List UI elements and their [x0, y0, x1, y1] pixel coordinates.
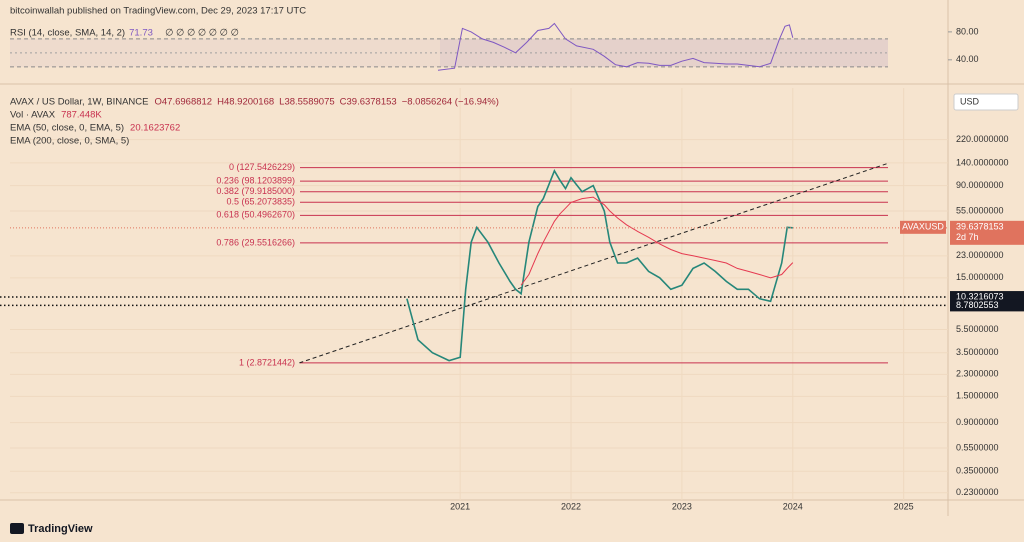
fib-label: 0.382 (79.9185000) — [216, 186, 295, 196]
indicator-title: RSI (14, close, SMA, 14, 2) — [10, 28, 125, 39]
y-tick-label: 2.3000000 — [956, 369, 999, 379]
y-tick-label: 15.0000000 — [956, 272, 1004, 282]
indicator-placeholders: ∅ ∅ ∅ ∅ ∅ ∅ ∅ — [165, 28, 239, 39]
legend-volume-value: 787.448K — [61, 110, 102, 121]
trendline — [299, 163, 888, 364]
price-label: 39.6378153 — [956, 222, 1004, 232]
y-tick-label: 1.5000000 — [956, 391, 999, 401]
fib-label: 1 (2.8721442) — [239, 357, 295, 367]
y-tick-label: 0.2300000 — [956, 487, 999, 497]
y-tick-label: 55.0000000 — [956, 205, 1004, 215]
fib-label: 0.618 (50.4962670) — [216, 210, 295, 220]
fib-label: 0.786 (29.5516266) — [216, 237, 295, 247]
logo — [10, 523, 24, 534]
x-tick-label: 2023 — [672, 501, 692, 511]
x-tick-label: 2025 — [894, 501, 914, 511]
level-tag — [950, 299, 1024, 312]
y-tick-label: 140.0000000 — [956, 157, 1009, 167]
legend-ema50-value: 20.1623762 — [130, 123, 180, 134]
fib-label: 0.236 (98.1203899) — [216, 176, 295, 186]
footer — [0, 516, 1024, 542]
y-tick-label: 3.5000000 — [956, 347, 999, 357]
symbol-label: AVAXUSD — [902, 222, 944, 232]
y-tick-label: 0.3500000 — [956, 466, 999, 476]
legend-ema200: EMA (200, close, 0, SMA, 5) — [10, 136, 129, 147]
y-tick-label: 5.5000000 — [956, 324, 999, 334]
ema-line — [520, 196, 794, 286]
legend-ohlc: O47.6968812 — [155, 97, 213, 108]
countdown: 2d 7h — [956, 232, 979, 242]
legend-ohlc: L38.5589075 — [279, 97, 334, 108]
price-tag — [950, 220, 1024, 245]
y-tick-label: 23.0000000 — [956, 250, 1004, 260]
legend-ohlc: H48.9200168 — [217, 97, 274, 108]
y-tick-label: 40.00 — [956, 54, 979, 64]
y-tick-label: 220.0000000 — [956, 134, 1009, 144]
rsi-line — [437, 22, 794, 71]
legend-ema50: EMA (50, close, 0, EMA, 5) — [10, 123, 124, 134]
legend-change: −8.0856264 (−16.94%) — [402, 97, 499, 108]
legend-volume: Vol · AVAX — [10, 110, 56, 121]
level-label: 10.3216073 — [956, 291, 1004, 301]
x-tick-label: 2022 — [561, 501, 581, 511]
y-tick-label: 90.0000000 — [956, 180, 1004, 190]
level-label: 8.7802553 — [956, 300, 999, 310]
price-line — [406, 168, 793, 362]
legend-symbol: AVAX / US Dollar, 1W, BINANCE — [10, 97, 149, 108]
fib-label: 0.5 (65.2073835) — [226, 197, 295, 207]
y-tick-label: 80.00 — [956, 26, 979, 36]
symbol-tag — [900, 220, 946, 234]
currency-box — [953, 93, 1019, 111]
currency: USD — [960, 96, 980, 106]
x-tick-label: 2024 — [783, 501, 803, 511]
legend-ohlc: C39.6378153 — [340, 97, 397, 108]
indicator-value: 71.73 — [129, 28, 153, 39]
y-tick-label: 0.5500000 — [956, 442, 999, 452]
y-tick-label: 0.9000000 — [956, 417, 999, 427]
fib-label: 0 (127.5426229) — [229, 162, 295, 172]
x-tick-label: 2021 — [450, 501, 470, 511]
publisher: bitcoinwallah published on TradingView.c… — [10, 6, 306, 17]
brand: TradingView — [28, 523, 93, 535]
